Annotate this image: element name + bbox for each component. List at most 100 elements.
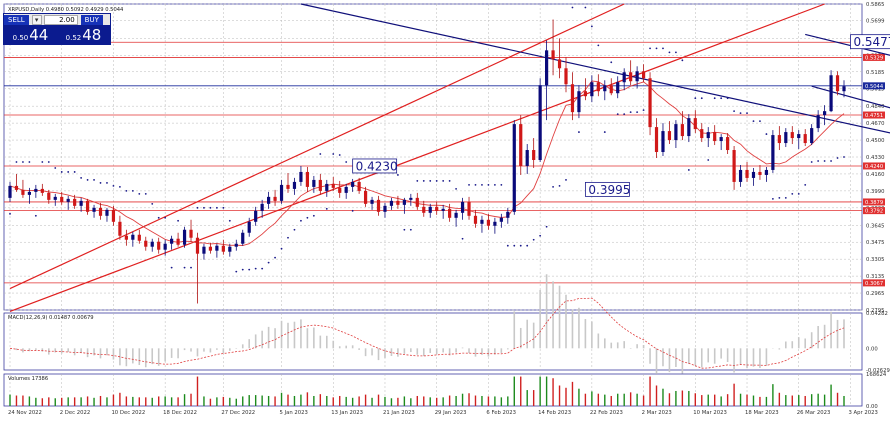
sar-dot [67,171,70,173]
candle-body [700,129,704,139]
sar-dot [771,197,774,200]
candle-body [202,246,206,254]
candle [228,243,232,257]
sar-dot [455,187,457,190]
candle-body [590,82,594,97]
candle-body [325,183,329,191]
sar-dot [177,219,179,222]
falling-channel-lower [811,85,890,109]
candle-body [719,137,723,142]
level-tag-text: 0.3879 [865,200,883,206]
sell-price[interactable]: 0.50 44 [4,25,57,44]
candle-body [66,198,70,202]
candle-body [279,184,284,201]
one-click-trading-panel: SELL ▾ 2.00 BUY 0.50 44 0.52 48 [3,13,111,45]
candle-body [448,208,452,218]
x-tick-label: 10 Mar 2023 [693,410,727,416]
sell-button[interactable]: SELL [4,14,29,25]
rising-channel-lower [9,3,825,313]
sar-dot [584,6,587,9]
candle-body [389,200,394,206]
sar-dot [668,51,671,54]
candle-body [260,203,264,211]
sar-dot [493,184,496,186]
candle [195,232,200,304]
x-tick-label: 6 Feb 2023 [486,410,516,416]
volume-bars [9,376,845,406]
candle [60,191,64,205]
candle-body [661,131,665,153]
candle-body [118,221,122,236]
candle-body [441,208,445,211]
y-tick-label: 0.3305 [866,257,885,263]
sar-dot [461,237,464,240]
price-grid [4,3,862,311]
candle [823,105,827,126]
price-callout-box [850,34,890,50]
candle [732,146,736,190]
candle-body [693,118,697,130]
sar-dot [623,113,626,116]
level-tag-text: 0.4240 [865,164,883,170]
buy-price[interactable]: 0.52 48 [57,25,110,44]
level-tag: 0.3067 [863,279,885,287]
candle [383,202,387,218]
sar-dot [345,161,348,163]
candle-body [409,197,413,200]
candle-body [603,85,607,92]
candle [435,201,439,215]
candle-body [8,185,12,198]
sar-dot [791,192,794,195]
candle-body [486,219,491,226]
candle [402,197,406,214]
y-tick-label: 0.2965 [866,291,885,297]
candle [189,219,193,242]
candle-body [357,181,361,191]
candle-body [208,246,213,251]
sar-dot [797,192,800,195]
candle [680,111,684,141]
sar-dot [228,219,231,222]
candle-body [745,169,749,178]
buy-button[interactable]: BUY [80,14,103,25]
candle [693,110,697,134]
candle-body [228,246,232,252]
falling-channel-upper [805,33,890,56]
x-tick-label: 18 Dec 2022 [163,410,197,416]
candle [105,207,109,222]
sar-dot [416,180,419,182]
candle-body [98,207,103,216]
level-tag: 0.4751 [863,111,885,119]
candle-body [467,201,471,216]
trade-ticket-top: SELL ▾ 2.00 BUY [4,14,110,25]
candle [816,110,820,133]
sar-dot [119,186,121,188]
candle-body [305,171,309,187]
candle-body [351,181,355,187]
sar-dot [752,120,755,123]
x-tick-label: 14 Feb 2023 [538,410,571,416]
sar-dot [112,185,115,187]
candle [583,78,587,101]
candle [448,203,452,222]
sar-dot [28,161,31,163]
sar-dot [694,97,697,100]
candle [835,71,840,96]
y-tick-label: 0.5699 [866,19,885,25]
sar-dot [93,179,95,181]
lot-size-input[interactable]: 2.00 [43,14,78,25]
candle-body [182,229,187,245]
sar-dot [254,267,257,270]
y-tick-label: 0.5185 [866,70,885,76]
candle [344,183,348,199]
candle [687,114,691,143]
sar-dot [22,161,24,163]
sar-dot [397,174,399,176]
candle-body [40,188,44,193]
price-callout-text: 0.5477 [853,35,890,49]
y-tick-label: 0.4670 [866,121,885,127]
candle [144,236,148,251]
candle-body [286,184,290,189]
lot-down-icon[interactable]: ▾ [31,14,42,25]
